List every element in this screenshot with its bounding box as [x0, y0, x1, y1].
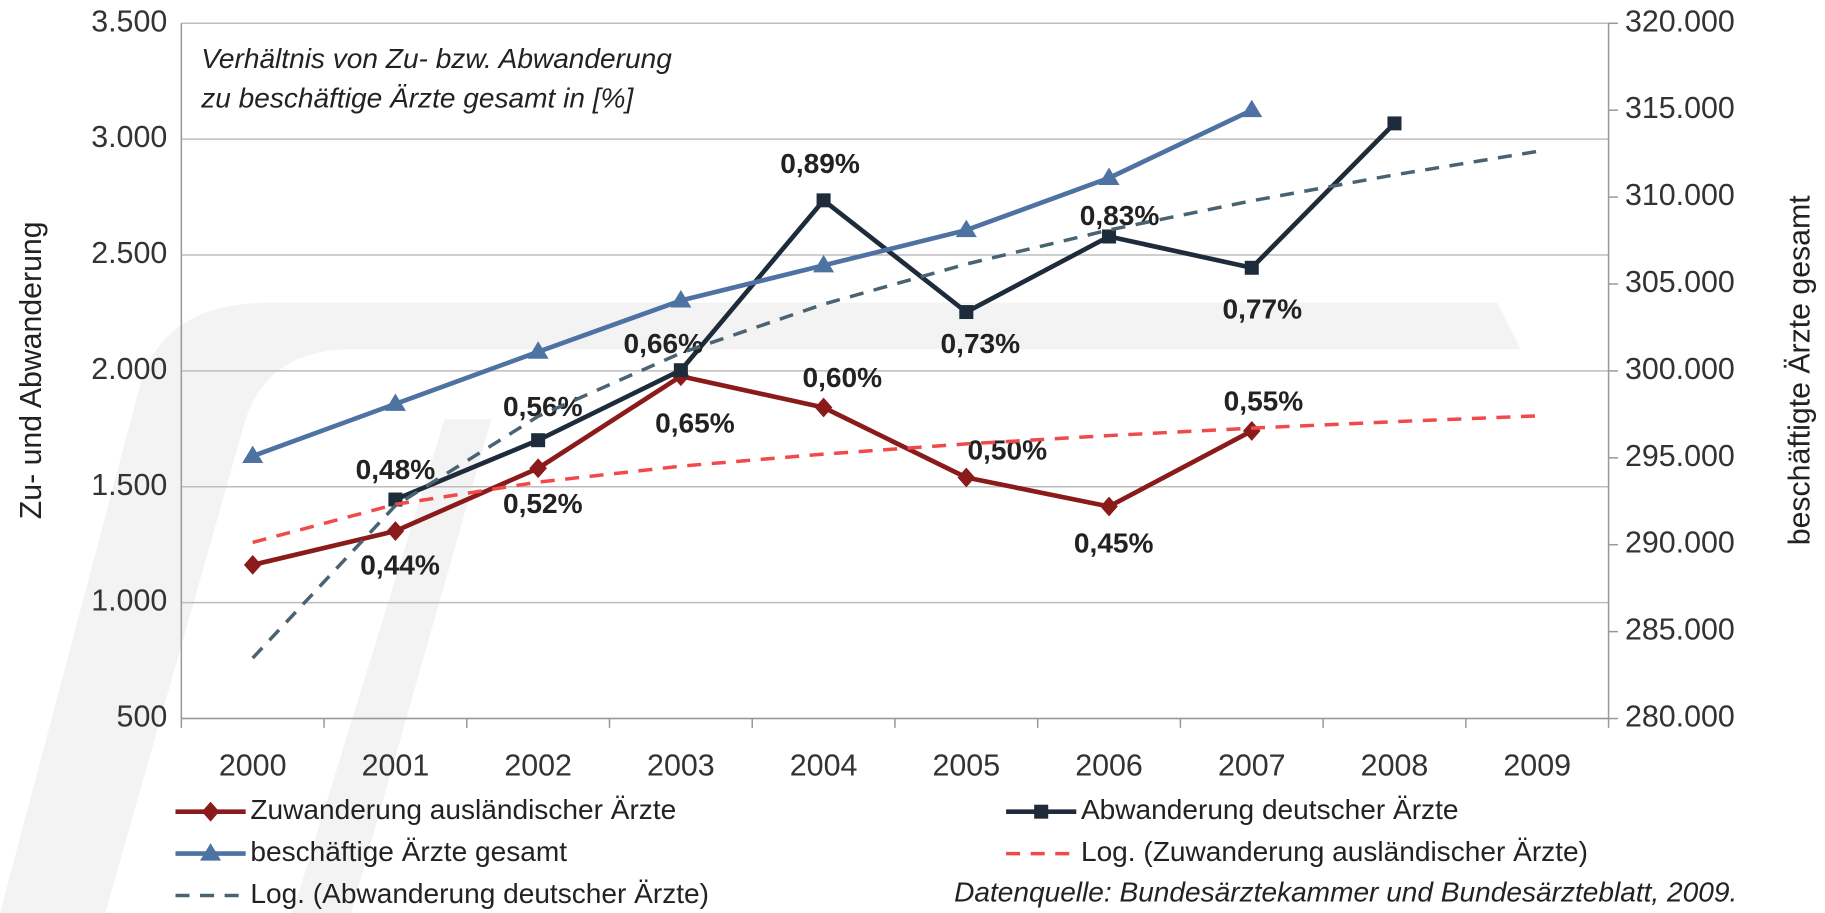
- ratio-label: 0,44%: [360, 550, 440, 581]
- marker: [243, 554, 262, 575]
- marker: [1100, 496, 1118, 517]
- marker: [816, 193, 831, 208]
- ratio-label: 0,56%: [503, 391, 583, 422]
- y2-tick-label: 315.000: [1625, 92, 1735, 125]
- marker: [1098, 167, 1120, 185]
- y-tick-label: 2.500: [91, 237, 167, 270]
- annotation: Verhältnis von Zu- bzw. Abwanderung: [201, 43, 672, 74]
- legend-item: Log. (Zuwanderung ausländischer Ärzte): [1006, 836, 1588, 867]
- y2-tick-label: 310.000: [1625, 179, 1735, 212]
- x-tick-label: 2006: [1075, 749, 1143, 782]
- y2-tick-label: 295.000: [1625, 440, 1735, 473]
- marker: [1242, 421, 1261, 441]
- marker: [529, 458, 547, 479]
- y2-tick-label: 290.000: [1625, 527, 1735, 560]
- legend-item: Zuwanderung ausländischer Ärzte: [175, 794, 676, 825]
- legend-label: Log. (Abwanderung deutscher Ärzte): [250, 878, 709, 909]
- ratio-label: 0,89%: [780, 148, 860, 179]
- ratio-label: 0,66%: [624, 328, 704, 359]
- x-tick-label: 2007: [1218, 749, 1286, 782]
- y-tick-label: 3.000: [91, 121, 167, 154]
- y-tick-label: 1.000: [91, 585, 167, 618]
- ratio-label: 0,77%: [1222, 293, 1302, 324]
- x-tick-label: 2008: [1361, 749, 1429, 782]
- legend-item: Abwanderung deutscher Ärzte: [1006, 794, 1459, 825]
- marker: [1241, 99, 1263, 118]
- y2-tick-label: 300.000: [1625, 353, 1735, 386]
- y2-tick-label: 320.000: [1625, 5, 1735, 38]
- marker: [384, 393, 406, 411]
- legend-label: Log. (Zuwanderung ausländischer Ärzte): [1081, 836, 1588, 867]
- x-tick-label: 2009: [1503, 749, 1571, 782]
- legend-label: Abwanderung deutscher Ärzte: [1081, 794, 1459, 825]
- y-tick-label: 1.500: [91, 469, 167, 502]
- annotation: zu beschäftige Ärzte gesamt in [%]: [200, 83, 634, 114]
- marker: [200, 843, 222, 861]
- ratio-label: 0,55%: [1224, 385, 1304, 416]
- x-tick-label: 2004: [790, 749, 858, 782]
- ratio-label: 0,52%: [503, 488, 583, 519]
- marker: [242, 445, 264, 464]
- trend-line: [251, 149, 1538, 660]
- marker: [531, 433, 546, 448]
- marker: [673, 363, 688, 378]
- marker: [201, 801, 220, 822]
- legend-item: beschäftige Ärzte gesamt: [175, 836, 567, 867]
- trend-line: [252, 414, 1538, 545]
- legend-item: Log. (Abwanderung deutscher Ärzte): [175, 878, 709, 909]
- ratio-label: 0,48%: [356, 454, 436, 485]
- marker: [1387, 116, 1402, 131]
- legend-label: beschäftige Ärzte gesamt: [250, 836, 567, 867]
- y-tick-label: 2.000: [91, 353, 167, 386]
- series-line: [252, 373, 1253, 568]
- marker: [955, 219, 977, 238]
- watermark: [0, 302, 1521, 913]
- marker: [1102, 229, 1117, 244]
- marker: [1244, 260, 1259, 275]
- x-tick-label: 2000: [219, 749, 287, 782]
- marker: [957, 467, 976, 488]
- ratio-label: 0,65%: [655, 408, 735, 439]
- series-line: [251, 108, 1253, 459]
- series-line: [394, 121, 1397, 502]
- y-axis-label: Zu- und Abwanderung: [15, 221, 48, 519]
- marker: [386, 521, 405, 541]
- x-tick-label: 2001: [362, 749, 430, 782]
- ratio-label: 0,45%: [1074, 527, 1154, 558]
- x-tick-label: 2003: [647, 749, 715, 782]
- y-tick-label: 500: [117, 701, 168, 734]
- marker: [527, 341, 549, 359]
- ratio-label: 0,60%: [803, 362, 883, 393]
- y-tick-label: 3.500: [91, 5, 167, 38]
- source: Datenquelle: Bundesärztekammer und Bunde…: [954, 877, 1737, 908]
- y2-tick-label: 280.000: [1625, 701, 1735, 734]
- marker: [959, 305, 974, 320]
- x-tick-label: 2005: [933, 749, 1001, 782]
- y2-axis-label: beschäftigte Ärzte gesamt: [1784, 195, 1817, 545]
- y2-tick-label: 305.000: [1625, 266, 1735, 299]
- marker: [813, 254, 835, 273]
- marker: [814, 397, 833, 418]
- y2-tick-label: 285.000: [1625, 614, 1735, 647]
- ratio-label: 0,73%: [941, 328, 1021, 359]
- marker: [670, 290, 692, 308]
- legend-label: Zuwanderung ausländischer Ärzte: [250, 794, 676, 825]
- x-tick-label: 2002: [504, 749, 572, 782]
- marker: [1034, 804, 1049, 819]
